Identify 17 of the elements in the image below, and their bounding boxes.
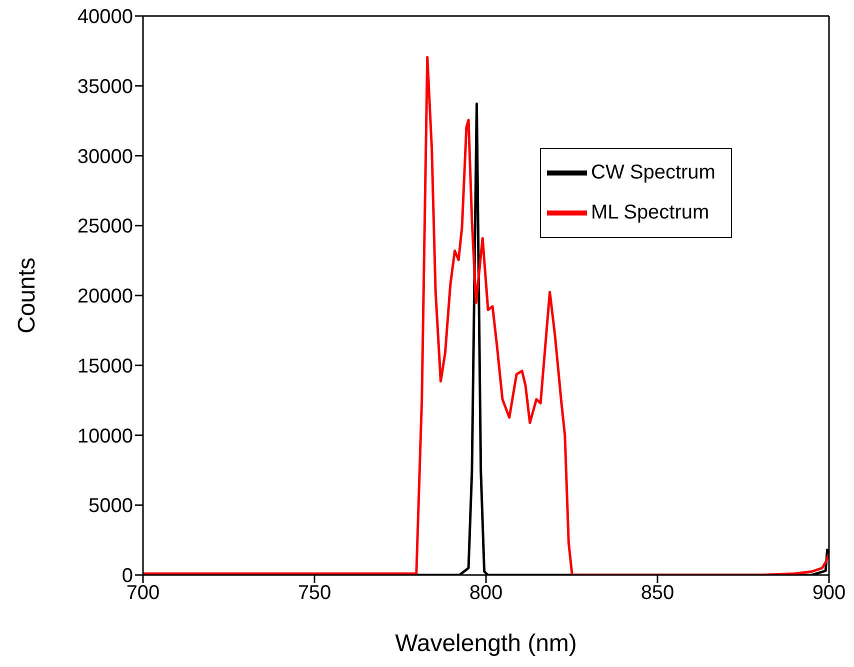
y-tick-label: 15000 <box>77 355 133 378</box>
y-tick-label: 25000 <box>77 216 133 238</box>
y-tick-label: 20000 <box>77 286 133 308</box>
y-axis-title: Counts <box>14 257 41 334</box>
x-tick-label: 750 <box>298 582 332 604</box>
y-tick-label: 5000 <box>88 495 133 518</box>
x-tick-label: 850 <box>640 582 674 604</box>
x-axis-title: Wavelength (nm) <box>395 630 577 657</box>
y-tick-label: 35000 <box>77 76 133 98</box>
x-tick-label: 900 <box>812 582 846 604</box>
legend-label: CW Spectrum <box>591 161 716 184</box>
y-tick-label: 30000 <box>77 146 133 168</box>
y-tick-label: 10000 <box>77 425 133 448</box>
x-tick-label: 700 <box>126 582 160 604</box>
y-tick-label: 40000 <box>77 6 133 28</box>
x-tick-label: 800 <box>469 582 503 604</box>
legend-label: ML Spectrum <box>591 201 710 224</box>
